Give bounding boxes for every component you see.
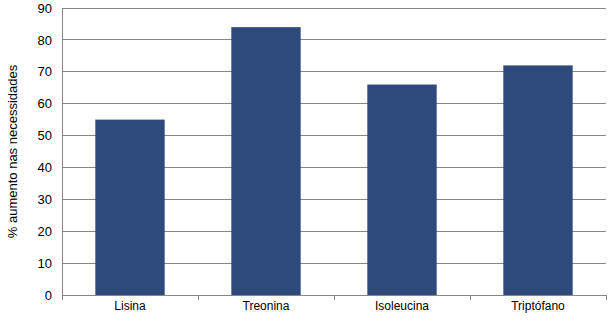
category-separators: [63, 295, 607, 300]
y-tick-label: 20: [38, 224, 52, 239]
category-separator: [198, 295, 199, 300]
y-axis: 0 10 20 30 40 50 60 70 80 90: [38, 1, 63, 303]
category-separator: [470, 295, 471, 300]
y-tick: 80: [38, 33, 62, 48]
x-axis: Lisina Treonina Isoleucina Triptófano: [63, 295, 607, 313]
y-tick: 60: [38, 96, 62, 111]
bar: [503, 65, 572, 295]
x-tick: Isoleucina: [375, 295, 429, 313]
x-tick-label: Isoleucina: [375, 299, 429, 313]
y-tick-label: 90: [38, 1, 52, 16]
bar: [95, 120, 164, 295]
x-tick: Lisina: [114, 295, 146, 313]
y-tick: 10: [38, 256, 62, 271]
x-tick-label: Triptófano: [511, 299, 565, 313]
y-tick-label: 10: [38, 256, 52, 271]
grid: [62, 8, 606, 295]
bar: [231, 27, 300, 295]
category-separator: [334, 295, 335, 300]
chart: 0 10 20 30 40 50 60 70 80 90 Lisina Treonina Isoleuc…: [0, 0, 610, 334]
category-separator: [62, 295, 63, 300]
y-tick-label: 50: [38, 128, 52, 143]
y-tick-label: 70: [38, 64, 52, 79]
y-tick-label: 30: [38, 192, 52, 207]
y-tick-label: 40: [38, 160, 52, 175]
y-tick: 0: [45, 288, 62, 303]
y-tick-label: 0: [45, 288, 52, 303]
y-tick: 70: [38, 64, 62, 79]
grid-line: [62, 39, 606, 40]
y-tick: 40: [38, 160, 62, 175]
y-tick-label: 80: [38, 33, 52, 48]
x-tick: Treonina: [243, 295, 290, 313]
y-tick: 30: [38, 192, 62, 207]
x-tick: Triptófano: [511, 295, 565, 313]
category-separator: [606, 295, 607, 300]
bars: [95, 27, 572, 295]
x-tick-label: Lisina: [114, 299, 146, 313]
bar: [367, 85, 436, 295]
plot-area: 0 10 20 30 40 50 60 70 80 90 Lisina Treonina Isoleuc…: [38, 1, 607, 313]
grid-line: [62, 8, 606, 9]
y-tick: 20: [38, 224, 62, 239]
y-tick: 90: [38, 1, 62, 16]
y-axis-title: % aumento nas necessidades: [5, 64, 20, 238]
y-tick: 50: [38, 128, 62, 143]
x-tick-label: Treonina: [243, 299, 290, 313]
y-axis-line: [62, 9, 63, 296]
y-tick-label: 60: [38, 96, 52, 111]
